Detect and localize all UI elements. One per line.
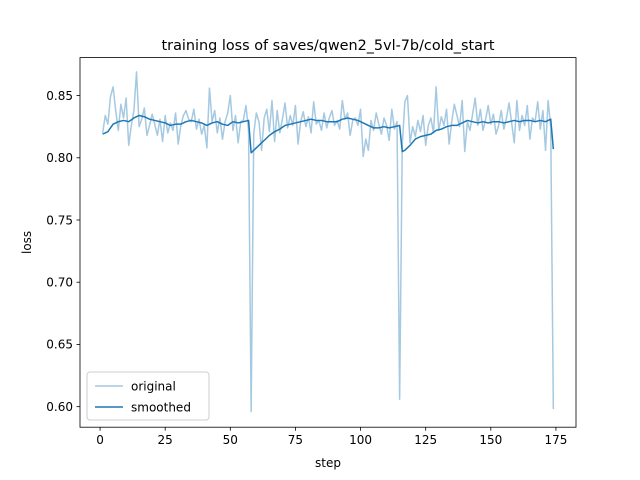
- y-axis: 0.60 0.65 0.70 0.75 0.80 0.85: [46, 89, 80, 414]
- x-tick-label: 25: [158, 433, 173, 447]
- legend: original smoothed: [86, 371, 210, 421]
- x-axis: 0 25 50 75 100 125 150 175: [96, 427, 567, 447]
- y-tick-label: 0.60: [46, 400, 73, 414]
- legend-box: [86, 371, 210, 421]
- x-tick-label: 0: [96, 433, 104, 447]
- y-tick-label: 0.85: [46, 89, 73, 103]
- legend-label-original: original: [131, 380, 176, 394]
- y-axis-label: loss: [20, 231, 34, 254]
- y-tick-label: 0.80: [46, 151, 73, 165]
- x-tick-label: 175: [544, 433, 567, 447]
- x-axis-label: step: [315, 456, 341, 470]
- y-tick-label: 0.65: [46, 338, 73, 352]
- x-tick-label: 100: [349, 433, 372, 447]
- y-tick-label: 0.75: [46, 213, 73, 227]
- x-tick-label: 150: [479, 433, 502, 447]
- y-tick-label: 0.70: [46, 276, 73, 290]
- x-tick-label: 50: [223, 433, 238, 447]
- plot-lines: [101, 71, 555, 413]
- axes-frame: [79, 57, 577, 428]
- legend-label-smoothed: smoothed: [131, 401, 191, 415]
- x-tick-label: 125: [414, 433, 437, 447]
- chart-title: training loss of saves/qwen2_5vl-7b/cold…: [162, 38, 495, 54]
- x-tick-label: 75: [288, 433, 303, 447]
- series-line-smoothed: [102, 114, 555, 154]
